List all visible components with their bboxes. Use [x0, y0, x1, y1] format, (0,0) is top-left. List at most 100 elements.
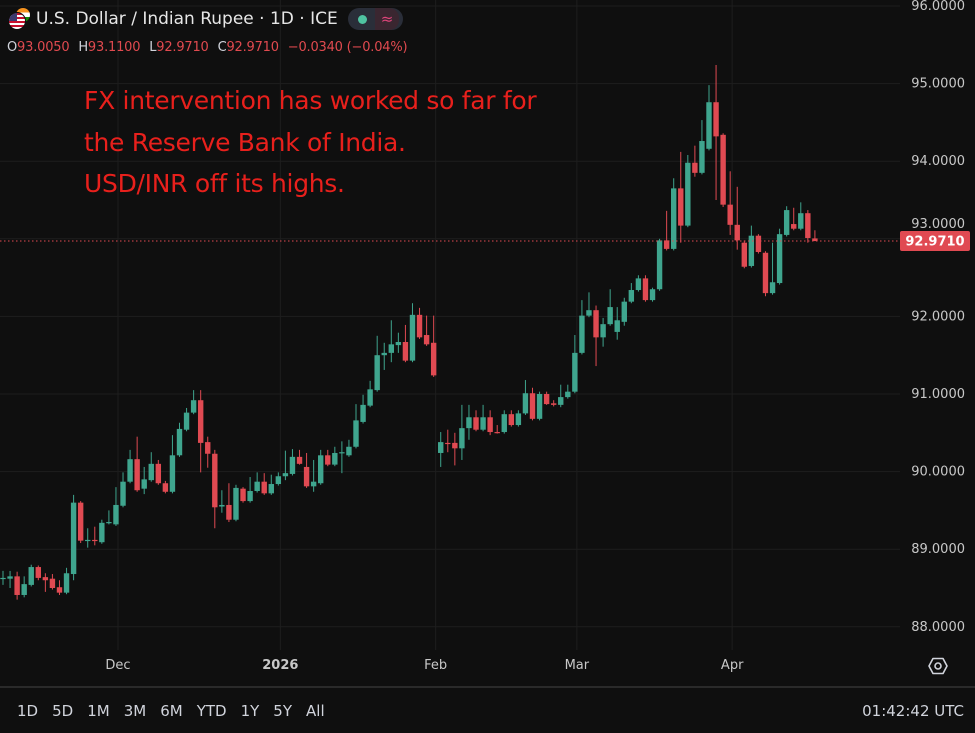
candle: [70, 494, 77, 581]
status-pill[interactable]: ≈: [347, 8, 404, 30]
candle-body: [367, 389, 373, 406]
range-6m[interactable]: 6M: [160, 702, 183, 720]
candle-body: [565, 391, 571, 398]
candle-body: [148, 463, 154, 481]
candle: [77, 501, 84, 543]
candle: [35, 565, 41, 581]
candle-body: [374, 355, 380, 391]
candle: [240, 487, 246, 503]
candle: [176, 422, 183, 457]
high-value: 93.1100: [87, 40, 141, 55]
price-axis[interactable]: 96.0000 95.0000 94.0000 93.0000 92.0000 91.00…: [900, 0, 970, 635]
annotation-line: USD/INR off its highs.: [84, 169, 345, 198]
candle-body: [325, 455, 331, 465]
candle-body: [812, 238, 818, 242]
candle-body: [42, 577, 49, 581]
candle-body: [586, 310, 592, 316]
candle-body: [268, 484, 274, 494]
candle-body: [558, 397, 564, 405]
candle: [812, 230, 818, 242]
candle: [692, 145, 698, 177]
time-tick-label: Dec: [105, 658, 130, 673]
high-label: H: [78, 40, 88, 55]
candle-body: [219, 504, 225, 507]
last-price-badge: [900, 231, 970, 252]
candle: [543, 391, 550, 405]
candle: [388, 320, 394, 363]
candle: [381, 342, 387, 370]
symbol-title[interactable]: U.S. Dollar / Indian Rupee · 1D · ICE: [36, 9, 338, 29]
range-3m[interactable]: 3M: [123, 702, 147, 720]
candle-body: [310, 481, 317, 487]
candlestick-chart[interactable]: 96.0000 95.0000 94.0000 93.0000 92.0000 91.00…: [0, 0, 975, 686]
candle: [678, 151, 684, 243]
candle: [367, 380, 373, 408]
range-1m[interactable]: 1M: [87, 702, 110, 720]
candle: [642, 275, 649, 302]
candle: [332, 446, 338, 467]
candle: [607, 289, 613, 326]
candle-body: [134, 459, 140, 491]
candle: [706, 85, 712, 151]
candle-body: [402, 342, 409, 361]
price-tick-label: 91.0000: [911, 387, 965, 402]
candle: [769, 242, 776, 295]
candle-body: [776, 234, 783, 284]
range-all[interactable]: All: [306, 702, 325, 720]
candle: [734, 186, 740, 250]
candle: [586, 292, 592, 318]
time-axis[interactable]: Dec 2026 Feb Mar Apr: [105, 658, 744, 673]
candle-body: [480, 417, 486, 430]
range-ytd[interactable]: YTD: [196, 702, 227, 720]
candle-body: [706, 102, 712, 149]
candle-body: [508, 414, 515, 426]
candle-body: [63, 573, 70, 593]
candle-body: [303, 466, 310, 487]
candle: [282, 450, 289, 481]
candle-body: [720, 134, 726, 205]
price-tick-label: 94.0000: [911, 154, 965, 169]
candle: [445, 429, 451, 453]
candle-body: [649, 289, 656, 301]
candle-body: [289, 456, 296, 474]
candle-body: [459, 428, 465, 449]
candle: [289, 449, 296, 476]
candle-body: [318, 455, 324, 484]
candle: [49, 574, 56, 590]
range-5y[interactable]: 5Y: [273, 702, 293, 720]
candle-body: [642, 278, 649, 301]
candle: [63, 567, 70, 595]
range-1d[interactable]: 1D: [17, 702, 39, 720]
candle-body: [656, 240, 663, 290]
candle: [649, 287, 656, 302]
candle-body: [755, 235, 762, 252]
candle-body: [628, 290, 635, 302]
candle-body: [522, 393, 529, 414]
candle: [360, 394, 366, 424]
candle-body: [332, 452, 338, 465]
candle: [113, 487, 119, 526]
candle-body: [607, 307, 613, 325]
candle-body: [49, 578, 56, 588]
candle: [226, 483, 232, 523]
range-1y[interactable]: 1Y: [240, 702, 260, 720]
candle: [56, 580, 63, 595]
range-selector: 1D 5D 1M 3M 6M YTD 1Y 5Y All: [17, 702, 339, 720]
low-label: L: [149, 40, 157, 55]
candle: [529, 387, 536, 421]
annotation-text: FX intervention has worked so far for th…: [84, 80, 537, 205]
candle-body: [183, 412, 190, 430]
candle-body: [28, 567, 34, 585]
range-5d[interactable]: 5D: [52, 702, 74, 720]
candle-body: [550, 403, 557, 405]
candle: [183, 407, 190, 432]
gear-icon[interactable]: [928, 656, 948, 676]
candle-body: [21, 584, 27, 595]
candle-body: [120, 481, 126, 506]
candle-body: [671, 188, 677, 249]
candle: [233, 484, 239, 522]
candle-body: [678, 188, 684, 226]
candle-body: [445, 442, 451, 445]
clock[interactable]: 01:42:42 UTC: [862, 702, 964, 720]
candle: [219, 490, 225, 513]
